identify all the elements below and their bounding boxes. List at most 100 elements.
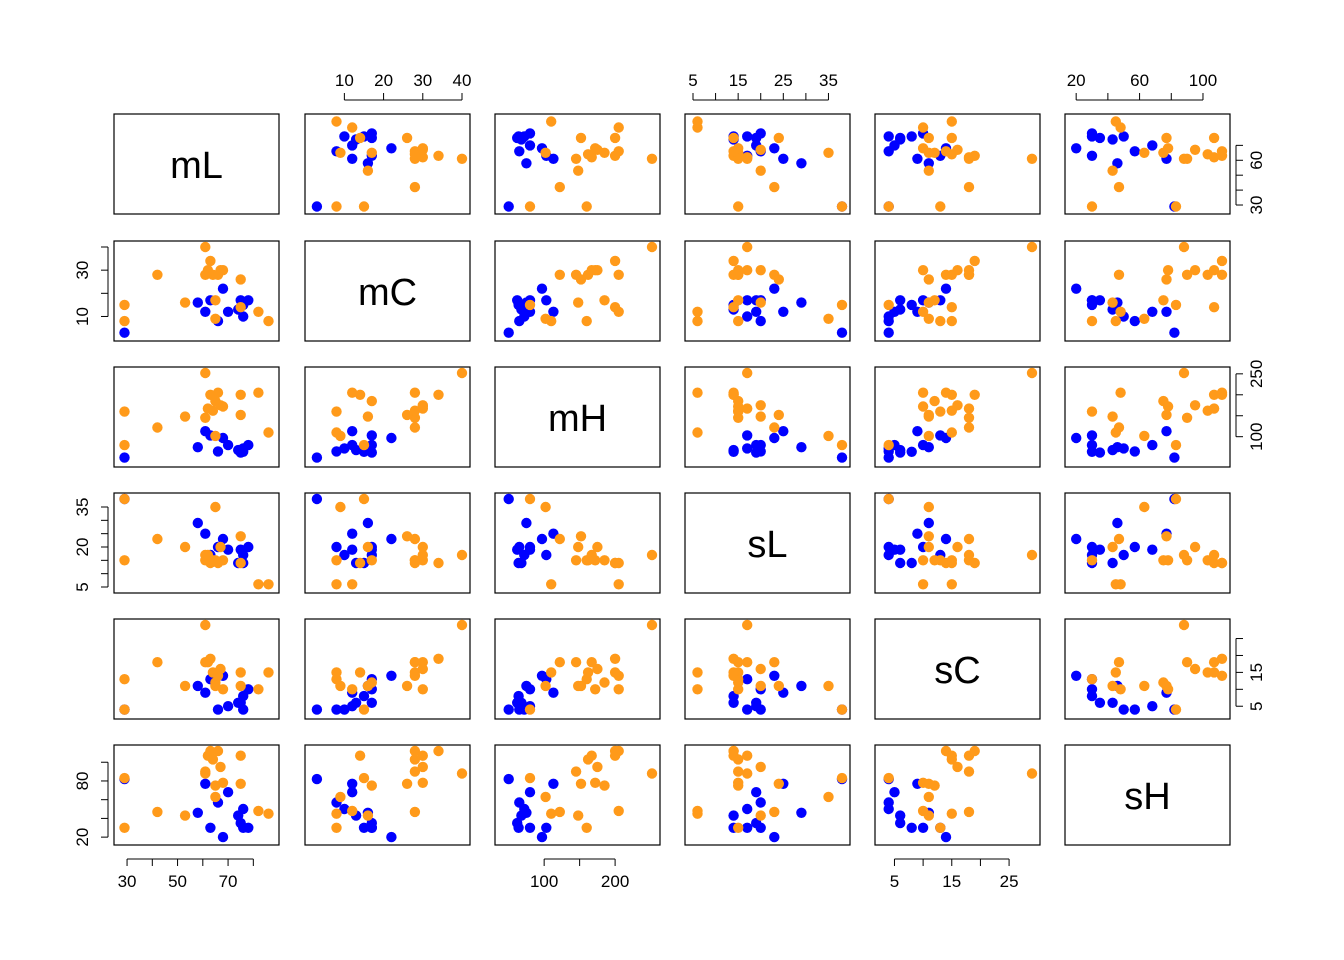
point-group_b-13 (1170, 493, 1182, 505)
point-group_b-25 (917, 401, 929, 412)
panel-frame (113, 618, 280, 720)
point-group_b-27 (946, 132, 957, 144)
point-group_b-15 (362, 810, 374, 821)
point-group_b-27 (1208, 389, 1220, 400)
point-group_b-13 (358, 201, 370, 212)
point-group_b-29 (263, 315, 274, 327)
point-group_b-12 (581, 201, 592, 212)
point-group_b-18 (963, 403, 975, 414)
diagonal-label-mH: mH (548, 398, 607, 440)
point-group_b-14 (769, 422, 780, 433)
point-group_b-23 (940, 146, 952, 157)
panel-frame (1064, 492, 1231, 594)
point-group_b-17 (570, 153, 582, 164)
point-group_b-14 (963, 181, 975, 193)
panel-sH-vs-mL (113, 744, 280, 846)
point-group_a-11 (1086, 128, 1098, 139)
point-group_b-14 (409, 422, 421, 433)
point-group_a-5 (386, 432, 397, 444)
point-group_b-29 (692, 667, 703, 678)
point-group_b-26 (575, 531, 587, 542)
point-group_a-11 (243, 439, 254, 451)
point-group_b-14 (554, 181, 565, 193)
point-group_b-12 (733, 201, 744, 212)
point-group_b-12 (581, 315, 592, 327)
panel-frame (304, 744, 471, 846)
point-group_b-29 (546, 116, 557, 127)
axis-top-mC: 10 20 30 40 (335, 71, 471, 101)
point-group_a-11 (1086, 684, 1098, 695)
point-group_a-6 (1147, 544, 1158, 555)
panel-frame (1064, 366, 1231, 468)
point-group_b-14 (963, 806, 975, 818)
point-group_b-26 (773, 680, 784, 692)
point-group_b-27 (609, 132, 621, 144)
point-group_a-9 (883, 311, 894, 322)
point-group_b-13 (883, 299, 894, 311)
point-group_b-28 (613, 579, 624, 590)
point-group_b-25 (417, 777, 428, 788)
point-group_b-23 (1216, 670, 1228, 681)
point-group_b-25 (217, 684, 229, 695)
point-group_b-26 (1161, 531, 1172, 542)
point-group_a-4 (331, 446, 342, 457)
point-group_b-27 (1208, 667, 1220, 678)
point-group_a-10 (906, 299, 917, 311)
point-group_a-5 (386, 143, 397, 154)
point-group_b-22 (335, 680, 346, 692)
point-group_b-22 (540, 501, 551, 513)
point-group_b-27 (235, 389, 246, 400)
panel-frame (304, 240, 471, 342)
point-group_b-29 (331, 116, 342, 127)
point-group_a-8 (1094, 132, 1106, 144)
point-group_b-26 (1161, 409, 1172, 421)
point-group_b-26 (923, 531, 934, 542)
point-group_b-23 (1216, 557, 1228, 569)
panel-mL-vs-mC (304, 113, 471, 215)
point-group_b-19 (433, 653, 444, 664)
point-group_b-19 (433, 389, 444, 400)
point-group_b-27 (609, 750, 621, 761)
point-group_b-13 (836, 704, 848, 715)
point-group_b-26 (575, 778, 587, 789)
point-group_b-29 (331, 427, 342, 438)
point-group_a-5 (536, 670, 548, 681)
point-group_b-17 (200, 412, 211, 423)
point-group_b-26 (1161, 680, 1172, 692)
point-group_b-16 (646, 241, 658, 253)
point-group_a-4 (331, 704, 342, 715)
point-group_b-26 (235, 531, 246, 542)
diagonal-label-sL: sL (747, 524, 787, 566)
point-group_b-20 (207, 754, 219, 765)
point-group_b-19 (969, 255, 980, 267)
tick-label: 60 (1247, 151, 1266, 170)
point-group_a-9 (883, 549, 894, 561)
point-group_a-2 (1161, 306, 1172, 317)
point-group_b-22 (210, 313, 221, 324)
point-group_b-21 (366, 555, 377, 566)
point-group_b-15 (179, 680, 191, 692)
point-group_b-15 (923, 541, 934, 553)
point-group_a-2 (778, 153, 789, 164)
point-group_a-8 (895, 544, 906, 555)
panels: mL mC mH sL sC sH (113, 113, 1231, 846)
point-group_b-13 (358, 493, 370, 505)
point-group_b-28 (1115, 387, 1126, 398)
point-group_b-14 (1113, 657, 1125, 668)
point-group_a-8 (1094, 295, 1106, 306)
point-group_a-4 (1129, 446, 1141, 457)
point-group_b-21 (1158, 295, 1169, 306)
point-group_a-3 (742, 674, 753, 685)
point-group_b-29 (331, 579, 342, 590)
point-group_a-4 (331, 541, 342, 553)
point-group_b-13 (119, 439, 130, 451)
point-group_b-22 (1139, 430, 1150, 442)
point-group_b-16 (1026, 153, 1038, 164)
point-group_a-11 (755, 128, 766, 139)
axis-left-mC: 10 30 (73, 246, 109, 326)
panel-sC-vs-mH (494, 618, 661, 720)
point-group_b-26 (773, 274, 784, 285)
point-group_a-11 (917, 822, 929, 833)
point-group_b-25 (1162, 143, 1174, 154)
